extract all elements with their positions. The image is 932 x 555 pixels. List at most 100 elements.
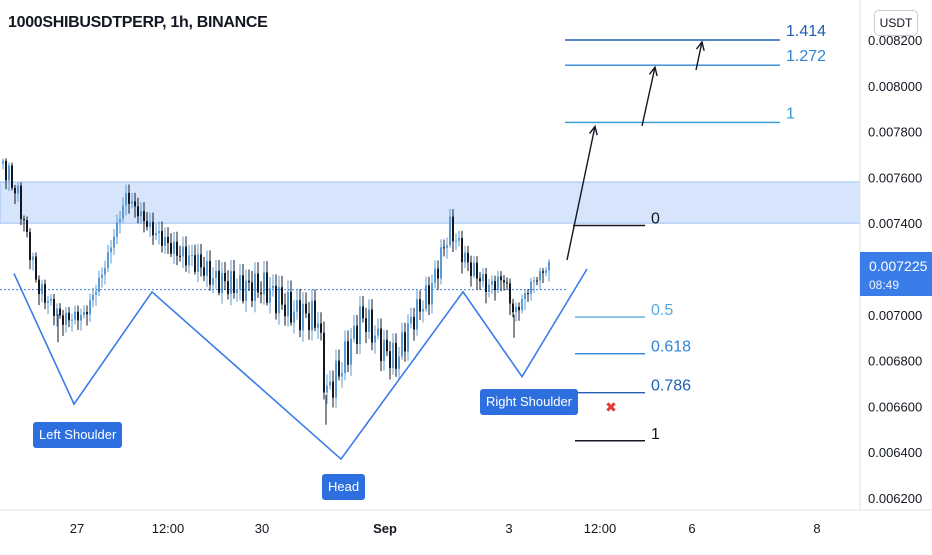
candle-body xyxy=(506,282,508,284)
candle-body xyxy=(2,160,4,164)
price-tick-label: 0.006400 xyxy=(868,445,922,460)
candle-body xyxy=(173,241,175,254)
candle-body xyxy=(281,287,283,305)
time-axis[interactable]: 27 12:00 30 Sep 3 12:00 6 8 xyxy=(70,521,821,536)
left-shoulder-label[interactable]: Left Shoulder xyxy=(33,422,123,448)
fib-level-label: 0 xyxy=(651,210,660,227)
candle-body xyxy=(302,303,304,331)
candle-body xyxy=(446,245,448,248)
candle-body xyxy=(26,220,28,233)
candle-body xyxy=(491,281,493,285)
candle-body xyxy=(155,233,157,236)
candle-body xyxy=(431,282,433,305)
candle-body xyxy=(248,280,250,283)
candle-body xyxy=(545,270,547,273)
price-tick-label: 0.008000 xyxy=(868,79,922,94)
candle-body xyxy=(215,270,217,279)
candle-body xyxy=(512,303,514,313)
candle-body xyxy=(410,316,412,324)
head-shoulders-outline xyxy=(13,268,588,461)
candle-body xyxy=(83,311,85,315)
fib-level-label: 1.414 xyxy=(786,23,826,40)
candle-body xyxy=(533,280,535,282)
candle-body xyxy=(479,278,481,282)
candle-body xyxy=(488,284,490,292)
candle-body xyxy=(284,304,286,317)
candle-body xyxy=(332,381,334,398)
candle-body xyxy=(473,262,475,276)
candle-body xyxy=(89,300,91,315)
chart-background xyxy=(0,0,860,510)
candle-body xyxy=(299,300,301,331)
candle-body xyxy=(68,312,70,321)
projection-arrow xyxy=(695,41,703,71)
candle-body xyxy=(482,274,484,282)
candle-body xyxy=(278,287,280,314)
candle-body xyxy=(131,201,133,204)
candle-body xyxy=(350,338,352,365)
fib-level-label: 0.618 xyxy=(651,339,691,356)
time-tick-label: 30 xyxy=(255,521,269,536)
candle-body xyxy=(407,323,409,352)
candle-body xyxy=(140,211,142,217)
candle-body xyxy=(311,300,313,331)
candle-body xyxy=(497,276,499,291)
candle-body xyxy=(485,274,487,292)
arrow-head xyxy=(588,124,598,136)
candle-body xyxy=(536,280,538,282)
candle-body xyxy=(524,293,526,300)
price-tick-label: 0.007000 xyxy=(868,308,922,323)
candle-body xyxy=(530,281,532,294)
time-tick-label: 8 xyxy=(813,521,820,536)
candle-body xyxy=(65,312,67,325)
candle-body xyxy=(137,206,139,217)
candle-body xyxy=(323,332,325,393)
candle-body xyxy=(500,276,502,281)
candle-body xyxy=(518,306,520,311)
candle-body xyxy=(527,293,529,295)
candle-body xyxy=(113,236,115,248)
candle-body xyxy=(416,299,418,330)
candle-body xyxy=(377,328,379,336)
candle-body xyxy=(353,325,355,339)
candle-body xyxy=(80,314,82,321)
candle-body xyxy=(47,300,49,303)
candle-body xyxy=(467,252,469,263)
candle-body xyxy=(542,271,544,273)
candle-body xyxy=(194,255,196,272)
candle-body xyxy=(98,277,100,292)
candle-body xyxy=(5,160,7,181)
candle-body xyxy=(317,323,319,328)
candle-body xyxy=(122,205,124,219)
fib-levels-group: 1.414 1.272 1 0 0.5 0.618 0.786 1 xyxy=(565,23,826,443)
candle-body xyxy=(149,221,151,227)
candle-body xyxy=(470,262,472,276)
candle-body xyxy=(134,201,136,207)
candle-body xyxy=(242,275,244,301)
candle-body xyxy=(11,165,13,188)
candle-body xyxy=(224,273,226,282)
candle-body xyxy=(209,261,211,285)
candle-body xyxy=(239,275,241,290)
candle-body xyxy=(365,318,367,332)
bar-countdown: 08:49 xyxy=(869,278,900,292)
candle-body xyxy=(182,246,184,257)
projection-arrow xyxy=(641,67,656,127)
candle-body xyxy=(335,360,337,398)
candle-body xyxy=(146,221,148,227)
candle-body xyxy=(41,284,43,295)
candle-body xyxy=(197,254,199,272)
price-tick-label: 0.006800 xyxy=(868,354,922,369)
head-label[interactable]: Head xyxy=(322,474,366,500)
time-tick-label: Sep xyxy=(373,521,397,536)
candle-body xyxy=(539,271,541,281)
time-tick-label: 3 xyxy=(505,521,512,536)
candle-body xyxy=(320,323,322,333)
projection-arrows xyxy=(566,40,705,261)
right-shoulder-label[interactable]: Right Shoulder xyxy=(480,389,578,415)
currency-button[interactable]: USDT xyxy=(874,10,918,36)
candle-body xyxy=(233,271,235,293)
candle-body xyxy=(107,252,109,268)
